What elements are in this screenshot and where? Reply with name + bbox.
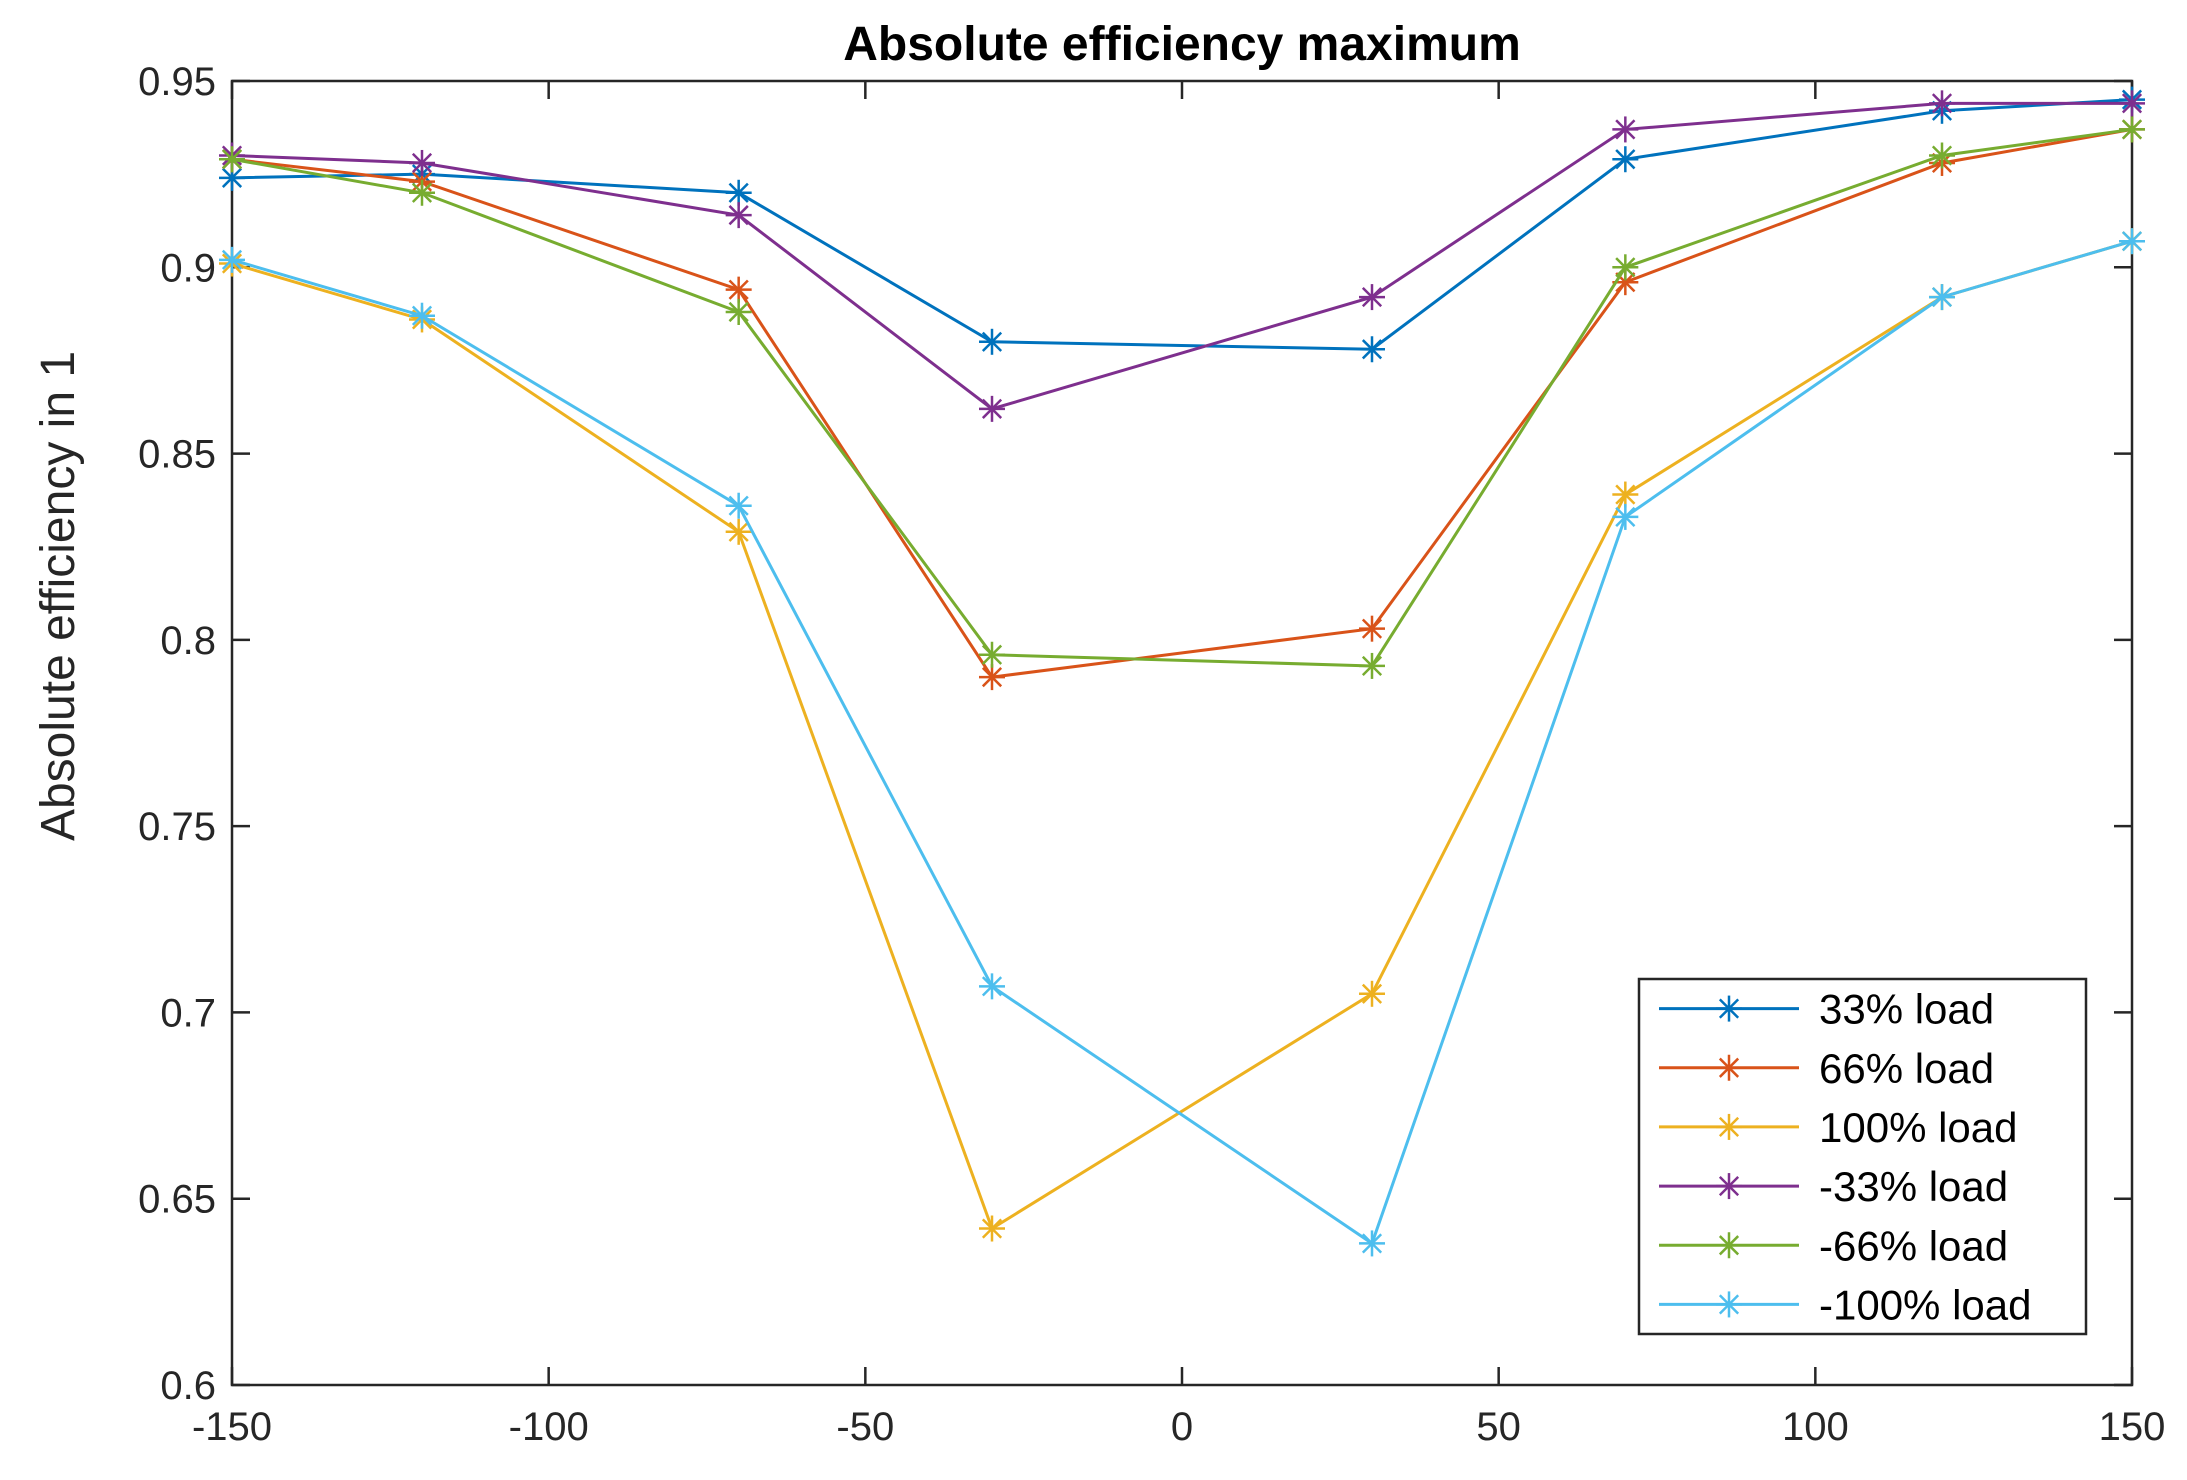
legend-marker bbox=[1716, 1232, 1742, 1259]
legend-label: -66% load bbox=[1819, 1222, 2008, 1269]
data-point bbox=[979, 664, 1005, 691]
y-tick-label: 0.95 bbox=[138, 60, 216, 104]
chart-title: Absolute efficiency maximum bbox=[843, 18, 1521, 71]
legend-item: 100% load bbox=[1659, 1104, 2018, 1151]
legend-item: -33% load bbox=[1659, 1163, 2008, 1210]
data-point bbox=[1612, 116, 1639, 143]
x-tick-label: 0 bbox=[1171, 1405, 1193, 1449]
x-tick-label: 100 bbox=[1782, 1405, 1849, 1449]
data-point bbox=[1359, 284, 1385, 311]
data-point bbox=[725, 518, 752, 545]
data-point bbox=[979, 1215, 1005, 1242]
legend-item: -66% load bbox=[1659, 1222, 2008, 1269]
x-tick-label: 50 bbox=[1476, 1405, 1521, 1449]
legend-label: -33% load bbox=[1819, 1163, 2008, 1210]
y-tick-label: 0.9 bbox=[160, 246, 216, 290]
legend-label: 33% load bbox=[1819, 986, 1994, 1033]
data-point bbox=[1359, 652, 1385, 679]
data-point bbox=[725, 179, 752, 206]
data-point bbox=[1929, 284, 1955, 311]
legend-label: -100% load bbox=[1819, 1281, 2031, 1328]
series-4 bbox=[219, 90, 2145, 422]
data-point bbox=[219, 164, 245, 191]
data-point bbox=[979, 973, 1005, 1000]
y-tick-label: 0.85 bbox=[138, 433, 216, 477]
legend: 33% load 66% load 100% load -33% load -66% l… bbox=[1637, 977, 2088, 1336]
data-point bbox=[1612, 503, 1639, 530]
data-point bbox=[725, 298, 752, 325]
legend-item: 33% load bbox=[1659, 986, 1994, 1033]
data-point bbox=[409, 302, 435, 329]
data-point bbox=[979, 395, 1005, 422]
data-point bbox=[725, 202, 752, 229]
legend-label: 100% load bbox=[1819, 1104, 2018, 1151]
data-point bbox=[2119, 116, 2145, 143]
data-point bbox=[1612, 254, 1639, 281]
series-line bbox=[231, 127, 2133, 679]
series-5 bbox=[219, 116, 2145, 679]
legend-marker bbox=[1716, 1054, 1742, 1081]
data-point bbox=[219, 246, 245, 273]
legend-marker bbox=[1716, 1173, 1742, 1200]
series-line bbox=[231, 101, 2132, 411]
x-tick-label: -50 bbox=[836, 1405, 894, 1449]
series-group bbox=[219, 86, 2145, 1257]
data-point bbox=[219, 146, 245, 173]
series-line bbox=[231, 98, 2133, 351]
y-tick-label: 0.75 bbox=[138, 805, 216, 849]
x-tick-label: -100 bbox=[509, 1405, 589, 1449]
y-tick-label: 0.65 bbox=[138, 1178, 216, 1222]
data-point bbox=[979, 328, 1005, 355]
data-point bbox=[725, 276, 752, 303]
data-point bbox=[1359, 1230, 1385, 1257]
data-point bbox=[1929, 90, 1955, 117]
data-point bbox=[1359, 336, 1385, 363]
legend-item: -100% load bbox=[1659, 1281, 2031, 1328]
data-point bbox=[1612, 481, 1639, 508]
series-line bbox=[231, 127, 2133, 668]
data-point bbox=[725, 492, 752, 519]
data-point bbox=[409, 179, 435, 206]
y-tick-label: 0.8 bbox=[160, 619, 216, 663]
data-point bbox=[2119, 228, 2145, 255]
data-point bbox=[1359, 980, 1385, 1007]
legend-item: 66% load bbox=[1659, 1045, 1994, 1092]
data-point bbox=[1929, 142, 1955, 169]
legend-marker bbox=[1716, 995, 1742, 1022]
y-tick-label: 0.6 bbox=[160, 1364, 216, 1408]
legend-box bbox=[1637, 977, 2088, 1336]
x-tick-label: 150 bbox=[2099, 1405, 2166, 1449]
x-tick-label: -150 bbox=[192, 1405, 272, 1449]
legend-marker bbox=[1716, 1291, 1742, 1318]
y-tick-label: 0.7 bbox=[160, 991, 216, 1035]
data-point bbox=[1612, 146, 1639, 173]
y-axis-label: Absolute efficiency in 1 bbox=[32, 351, 85, 841]
legend-label: 66% load bbox=[1819, 1045, 1994, 1092]
data-point bbox=[1359, 615, 1385, 642]
data-point bbox=[2119, 90, 2145, 117]
data-point bbox=[979, 641, 1005, 668]
axis-ticks: -150 -100 -50 0 50 100 150 0.6 0.65 0.7 0.75 0.8 0.8… bbox=[138, 60, 2165, 1449]
legend-marker bbox=[1716, 1113, 1742, 1140]
series-line bbox=[231, 239, 2133, 1246]
series-line bbox=[231, 239, 2133, 1231]
series-6 bbox=[219, 228, 2145, 1257]
data-point bbox=[409, 149, 435, 176]
